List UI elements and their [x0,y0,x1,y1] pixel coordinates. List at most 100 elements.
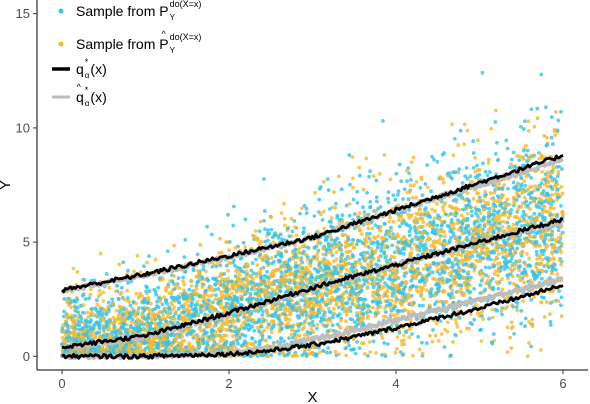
sample-point-estimated [455,221,460,226]
sample-point-estimated [500,250,505,255]
sample-point-estimated [389,254,394,259]
sample-point-true [458,275,462,280]
sample-point-estimated [401,333,406,338]
sample-point-estimated [332,311,336,316]
sample-point-estimated [503,202,507,206]
sample-point-true [496,286,501,291]
sample-point-true [287,280,292,285]
sample-point-estimated [282,216,287,221]
sample-point-true [505,273,510,278]
sample-point-true [64,330,68,334]
sample-point-estimated [158,300,163,304]
sample-point-estimated [535,116,540,121]
sample-point-true [348,182,352,187]
sample-point-true [374,178,379,183]
sample-point-estimated [560,191,565,196]
sample-point-true [514,305,519,309]
sample-point-true [548,232,553,237]
sample-point-estimated [385,294,390,299]
sample-point-estimated [343,240,348,245]
sample-point-true [302,226,306,231]
sample-point-estimated [265,325,270,330]
sample-point-estimated [291,257,296,261]
sample-point-true [460,196,465,200]
sample-point-true [530,190,535,195]
sample-point-true [233,264,237,268]
sample-point-true [509,256,514,261]
sample-point-estimated [306,333,311,338]
sample-point-true [269,227,274,232]
sample-point-true [459,283,464,288]
sample-point-true [480,70,485,75]
sample-point-estimated [435,321,439,326]
sample-point-true [302,203,307,208]
sample-point-estimated [299,206,304,211]
sample-point-estimated [333,206,338,210]
sample-point-true [199,304,204,308]
sample-point-estimated [392,313,397,317]
sample-point-true [379,246,384,250]
sample-point-true [471,151,476,155]
sample-point-estimated [500,224,505,229]
sample-point-estimated [366,307,371,311]
sample-point-true [454,290,459,294]
sample-point-estimated [501,193,505,198]
sample-point-true [296,316,301,320]
sample-point-estimated [405,168,409,173]
sample-point-estimated [321,209,326,214]
sample-point-true [279,336,284,340]
sample-point-true [266,285,270,290]
sample-point-true [426,272,431,277]
sample-point-estimated [244,269,249,274]
sample-point-true [519,321,523,326]
sample-point-estimated [555,272,560,277]
sample-point-estimated [380,336,385,340]
sample-point-true [424,246,429,250]
sample-point-estimated [325,318,330,323]
sample-point-true [383,281,387,285]
sample-point-true [368,204,373,209]
sample-point-estimated [162,295,166,300]
sample-point-true [152,327,157,331]
sample-point-true [403,295,407,300]
sample-point-estimated [506,226,511,231]
sample-point-true [387,234,392,239]
sample-point-estimated [185,317,190,322]
sample-point-true [388,257,393,262]
sample-point-estimated [409,247,414,251]
sample-point-estimated [298,263,302,268]
sample-point-true [87,320,92,325]
sample-point-true [531,274,536,278]
sample-point-true [457,235,462,240]
sample-point-estimated [67,332,72,337]
sample-point-estimated [98,292,103,297]
sample-point-estimated [392,234,396,239]
sample-point-estimated [436,267,440,272]
sample-point-true [89,278,94,283]
sample-point-true [416,267,420,271]
sample-point-true [516,239,521,243]
sample-point-estimated [499,196,503,201]
sample-point-estimated [494,187,499,191]
sample-point-estimated [117,317,122,321]
sample-point-true [416,335,421,339]
sample-point-true [312,214,317,218]
sample-point-estimated [528,207,532,212]
sample-point-true [160,302,165,307]
sample-point-estimated [479,339,484,343]
sample-point-estimated [393,275,398,279]
sample-point-true [441,270,445,275]
sample-point-true [147,254,151,258]
sample-point-true [434,300,439,304]
sample-point-true [239,285,244,289]
sample-point-estimated [255,325,260,330]
sample-point-true [305,245,310,250]
sample-point-true [517,188,521,193]
sample-point-estimated [525,219,529,224]
sample-point-true [202,328,207,333]
sample-point-estimated [428,333,432,338]
sample-point-estimated [522,280,527,285]
sample-point-estimated [402,342,407,347]
sample-point-estimated [269,256,274,260]
sample-point-true [461,207,465,212]
